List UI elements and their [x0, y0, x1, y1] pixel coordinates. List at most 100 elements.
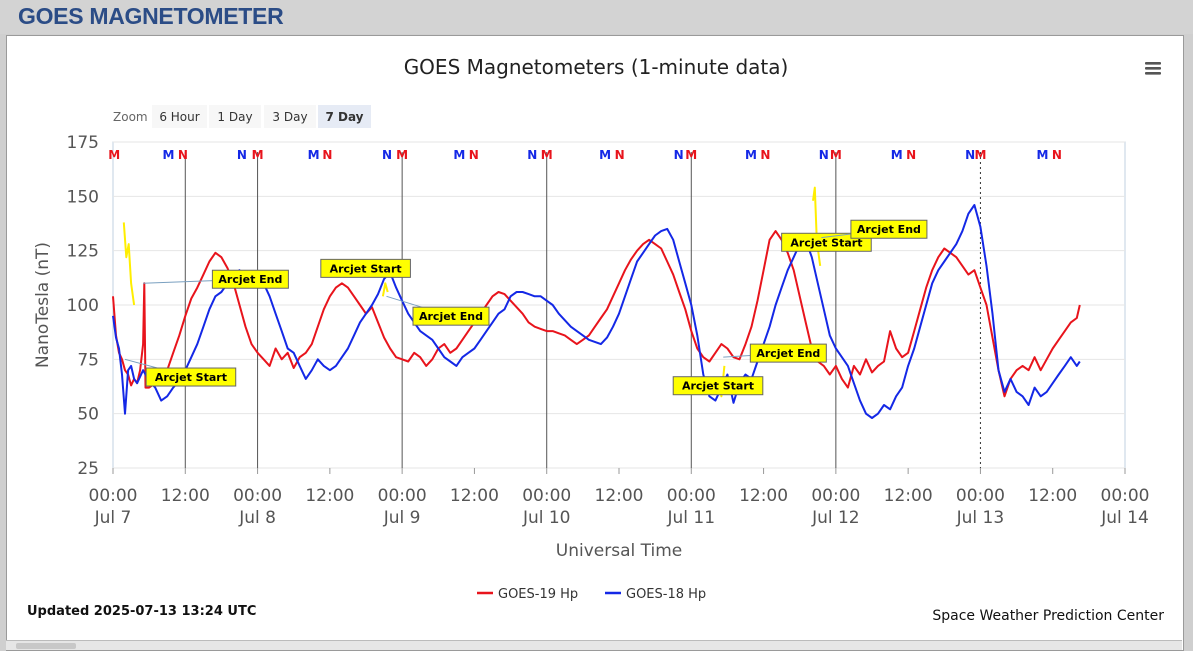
mn-marker-label: N — [819, 148, 829, 162]
arcjet-segment — [381, 282, 389, 297]
y-tick-label: 175 — [67, 133, 99, 153]
zoom-label: Zoom — [113, 110, 148, 124]
x-tick-date-label: Jul 12 — [811, 508, 860, 528]
annotation-label: Arcjet End — [419, 310, 483, 323]
legend-label-goes19: GOES-19 Hp — [498, 587, 578, 602]
annotation-arcjet-end: Arcjet End — [749, 343, 827, 363]
x-tick-time-label: 00:00 — [233, 486, 282, 506]
annotation-arcjet-end: Arcjet End — [211, 269, 289, 289]
zoom-button-label: 1 Day — [217, 110, 252, 124]
mn-marker-label: M — [453, 148, 465, 162]
x-tick-time-label: 12:00 — [595, 486, 644, 506]
x-tick-time-label: 00:00 — [1101, 486, 1150, 506]
mn-marker-label: N — [527, 148, 537, 162]
mn-marker-label: N — [237, 148, 247, 162]
series-line-goes-19-hp — [112, 230, 1081, 398]
x-tick-time-label: 00:00 — [956, 486, 1005, 506]
mn-marker-label: M — [891, 148, 903, 162]
zoom-button-6-hour[interactable]: 6 Hour — [152, 105, 207, 128]
chart-menu-icon[interactable] — [1143, 60, 1163, 76]
annotation-box — [145, 367, 237, 387]
mn-marker-label: N — [382, 148, 392, 162]
zoom-button-1-day[interactable]: 1 Day — [209, 105, 261, 128]
zoom-button-7-day[interactable]: 7 Day — [318, 105, 371, 128]
annotation-label: Arcjet Start — [330, 262, 402, 275]
annotation-box — [850, 219, 928, 239]
x-tick-date-label: Jul 10 — [522, 508, 571, 528]
chart-title: GOES Magnetometers (1-minute data) — [404, 55, 789, 79]
zoom-button-3-day[interactable]: 3 Day — [264, 105, 316, 128]
x-tick-time-label: 12:00 — [450, 486, 499, 506]
y-tick-label: 100 — [67, 296, 99, 316]
x-tick-time-label: 12:00 — [884, 486, 933, 506]
zoom-button-bg — [318, 105, 371, 128]
x-tick-time-label: 12:00 — [739, 486, 788, 506]
mn-marker-label: N — [469, 148, 479, 162]
zoom-button-bg — [264, 105, 316, 128]
horizontal-scrollbar[interactable] — [6, 640, 1182, 650]
mn-marker-label: M — [1036, 148, 1048, 162]
mn-marker-label: N — [178, 148, 188, 162]
arcjet-segment — [122, 222, 136, 306]
x-tick-time-label: 00:00 — [667, 486, 716, 506]
mn-marker-label: M — [541, 148, 553, 162]
zoom-button-label: 6 Hour — [159, 110, 199, 124]
mn-marker-label: N — [906, 148, 916, 162]
x-tick-time-label: 00:00 — [522, 486, 571, 506]
zoom-button-label: 3 Day — [272, 110, 307, 124]
x-tick-date-label: Jul 7 — [94, 508, 132, 528]
legend-label-goes18: GOES-18 Hp — [626, 587, 706, 602]
zoom-selector: Zoom 6 Hour 1 Day 3 Day 7 Day — [113, 105, 371, 128]
annotation-label: Arcjet End — [756, 347, 820, 360]
mn-marker-label: M — [308, 148, 320, 162]
annotation-box — [672, 376, 764, 396]
scrollbar-thumb[interactable] — [16, 643, 76, 649]
mn-marker-label: M — [396, 148, 408, 162]
annotation-arcjet-start: Arcjet Start — [672, 376, 764, 396]
mn-marker-label: M — [162, 148, 174, 162]
annotation-label: Arcjet End — [857, 223, 921, 236]
legend-item-goes18[interactable]: GOES-18 Hp — [605, 587, 706, 602]
annotation-label: Arcjet Start — [790, 236, 862, 249]
mn-marker-label: N — [965, 148, 975, 162]
zoom-button-label: 7 Day — [325, 110, 363, 124]
annotation-box — [211, 269, 289, 289]
mn-marker-label: M — [599, 148, 611, 162]
x-tick-date-label: Jul 9 — [383, 508, 421, 528]
annotation-arcjet-end: Arcjet End — [412, 306, 490, 326]
chart-panel: GOES Magnetometers (1-minute data) Zoom … — [6, 35, 1184, 651]
page-title: GOES MAGNETOMETER — [18, 3, 284, 29]
annotation-arcjet-start: Arcjet Start — [781, 232, 872, 252]
mn-marker-label: M — [974, 148, 986, 162]
annotation-label: Arcjet Start — [155, 371, 227, 384]
y-tick-label: 75 — [77, 350, 99, 370]
mn-marker-label: M — [685, 148, 697, 162]
mn-marker-label: N — [1052, 148, 1062, 162]
zoom-button-bg — [209, 105, 261, 128]
annotation-arcjet-start: Arcjet Start — [145, 367, 237, 387]
legend-item-goes19[interactable]: GOES-19 Hp — [477, 587, 578, 602]
mn-marker-label: N — [674, 148, 684, 162]
y-tick-label: 150 — [67, 187, 99, 207]
annotation-box — [412, 306, 490, 326]
y-tick-label: 25 — [77, 459, 99, 479]
annotation-arcjet-start: Arcjet Start — [320, 258, 411, 278]
x-tick-time-label: 12:00 — [305, 486, 354, 506]
annotation-label: Arcjet Start — [682, 380, 754, 393]
annotation-label: Arcjet End — [218, 273, 282, 286]
mn-marker-label: N — [615, 148, 625, 162]
x-axis-title: Universal Time — [556, 541, 682, 561]
annotation-box — [320, 258, 411, 278]
page-header: GOES MAGNETOMETER — [0, 0, 1193, 34]
x-tick-time-label: 12:00 — [161, 486, 210, 506]
magnetometer-chart: GOES Magnetometers (1-minute data) Zoom … — [27, 55, 1164, 624]
x-tick-time-label: 12:00 — [1028, 486, 1077, 506]
mn-marker-label: M — [830, 148, 842, 162]
mn-marker-label: M — [252, 148, 264, 162]
updated-timestamp: Updated 2025-07-13 13:24 UTC — [27, 604, 256, 619]
x-tick-date-label: Jul 13 — [956, 508, 1005, 528]
credit-text: Space Weather Prediction Center — [932, 608, 1164, 624]
mn-marker-label: M — [745, 148, 757, 162]
mn-marker-label: M — [108, 148, 120, 162]
mn-marker-label: N — [760, 148, 770, 162]
